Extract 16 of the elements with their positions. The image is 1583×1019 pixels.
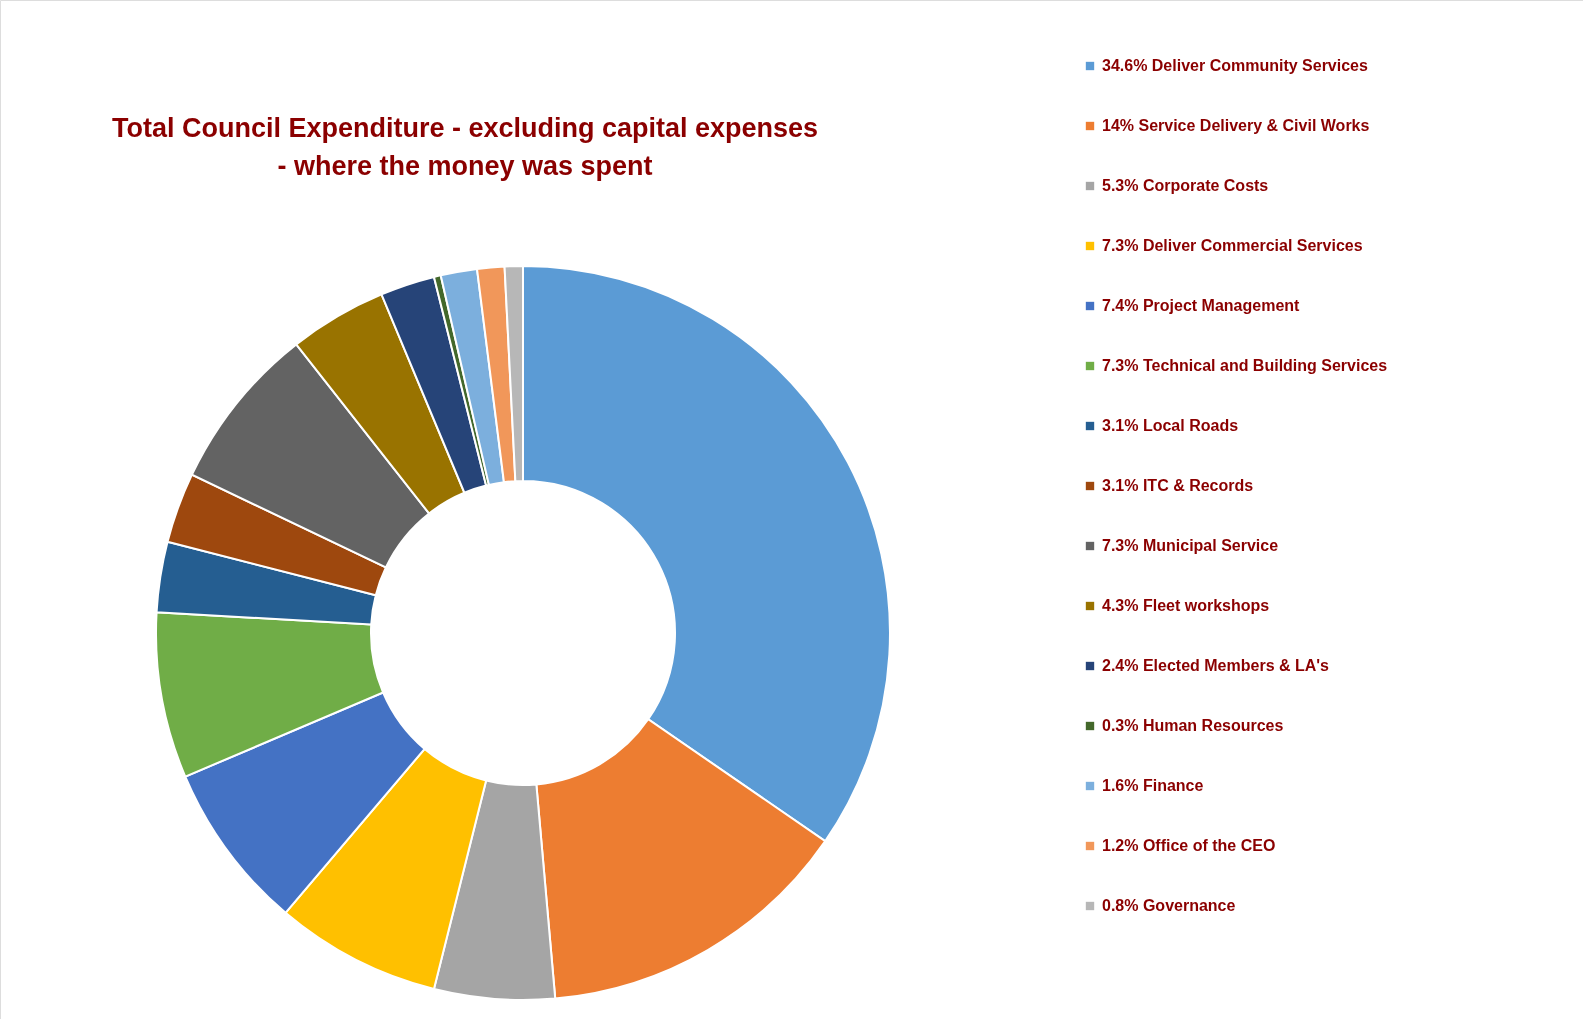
legend-label: 2.4% Elected Members & LA's (1102, 657, 1330, 674)
legend-label: 7.3% Deliver Commercial Services (1102, 237, 1363, 254)
legend-label: 4.3% Fleet workshops (1102, 597, 1270, 614)
legend-label: 34.6% Deliver Community Services (1102, 57, 1369, 74)
text: Total Council Expenditure - excluding capital expenses - where the money was spent (111, 113, 819, 181)
legend-label: 1.2% Office of the CEO (1102, 837, 1276, 854)
legend-label: 14% Service Delivery & Civil Works (1102, 117, 1370, 134)
legend-label: 7.3% Municipal Service (1102, 537, 1279, 554)
legend-label: 3.1% ITC & Records (1102, 477, 1254, 494)
legend-label: 7.4% Project Management (1102, 297, 1301, 314)
legend-label: 3.1% Local Roads (1102, 417, 1239, 434)
legend-label: 7.3% Technical and Building Services (1102, 357, 1388, 374)
legend-label: 5.3% Corporate Costs (1102, 177, 1269, 194)
legend-label: 0.8% Governance (1102, 897, 1236, 914)
legend-label: 0.3% Human Resources (1102, 717, 1284, 734)
legend-label: 1.6% Finance (1102, 777, 1204, 794)
